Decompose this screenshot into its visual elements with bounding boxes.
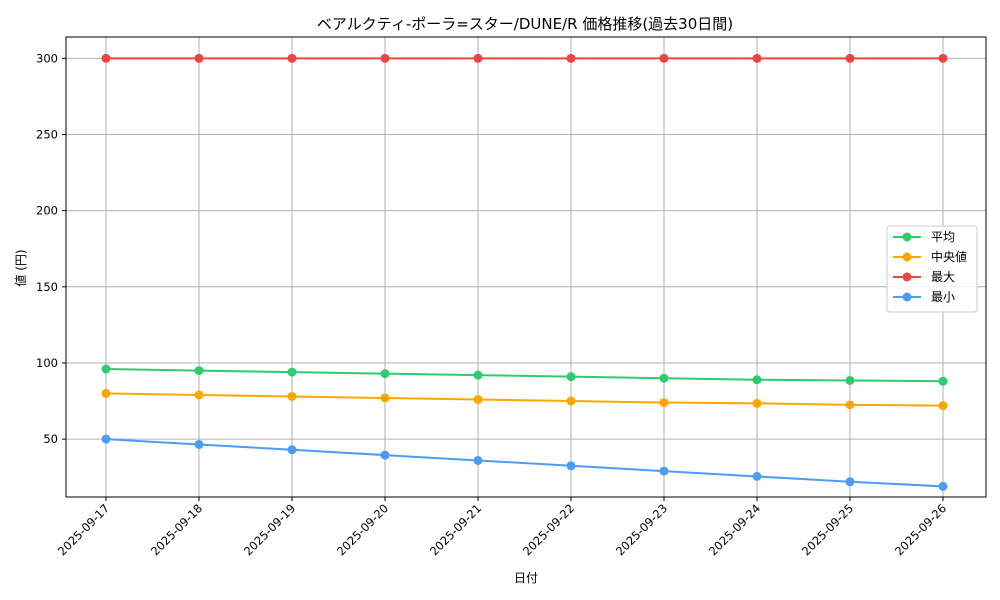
data-point [659,373,669,383]
data-point [101,364,111,374]
legend-label: 最小 [931,290,955,304]
x-axis-label: 日付 [514,571,538,585]
legend-label: 最大 [931,270,955,284]
data-point [473,395,483,405]
data-point [380,393,390,403]
data-point [938,376,948,386]
data-point [566,396,576,406]
series-0 [101,364,948,386]
legend-label: 平均 [931,230,955,244]
legend-item: 最大 [893,270,955,284]
data-point [101,53,111,63]
data-point [845,477,855,487]
data-point [659,398,669,408]
legend-marker [902,272,912,282]
series-2 [101,53,948,63]
data-point [287,53,297,63]
data-point [566,53,576,63]
data-point [287,367,297,377]
data-point [287,445,297,455]
data-point [473,455,483,465]
data-point [194,439,204,449]
plot-area-frame [65,36,987,498]
data-point [752,471,762,481]
data-point [659,53,669,63]
y-tick-label: 200 [36,204,58,218]
data-point [194,390,204,400]
y-tick-label: 300 [36,51,58,65]
data-point [380,53,390,63]
data-point [938,401,948,411]
series-line [105,368,944,383]
series-line [105,392,944,407]
legend-marker [902,252,912,262]
y-axis-ticks: 50 100 150 200 250 300 [36,51,66,446]
legend-marker [902,232,912,242]
data-point [938,481,948,491]
data-point [194,53,204,63]
data-point [287,391,297,401]
data-point [473,53,483,63]
series-1 [101,388,948,411]
series-3 [101,434,948,491]
data-point [752,53,762,63]
data-point [473,370,483,380]
legend-item: 中央値 [893,249,967,264]
data-point [101,388,111,398]
data-point [845,53,855,63]
y-axis-label: 値 (円) [13,249,28,286]
legend-item: 最小 [893,290,955,304]
y-tick-label: 50 [43,432,58,446]
legend-label: 中央値 [931,249,967,264]
series-line [105,438,944,488]
series-lines [101,53,948,491]
y-tick-label: 250 [36,127,58,141]
data-point [752,398,762,408]
y-tick-label: 100 [36,356,58,370]
data-point [845,375,855,385]
data-point [380,450,390,460]
data-point [194,366,204,376]
data-point [845,400,855,410]
data-point [938,53,948,63]
data-point [566,372,576,382]
grid-lines [66,37,986,497]
data-point [752,375,762,385]
legend-item: 平均 [893,230,955,244]
legend-marker [902,292,912,302]
data-point [659,466,669,476]
chart-title: ベアルクティ-ポーラ=スター/DUNE/R 価格推移(過去30日間) [317,15,733,33]
y-tick-label: 150 [36,280,58,294]
data-point [101,434,111,444]
legend-box [886,225,978,313]
data-point [380,369,390,379]
data-point [566,461,576,471]
